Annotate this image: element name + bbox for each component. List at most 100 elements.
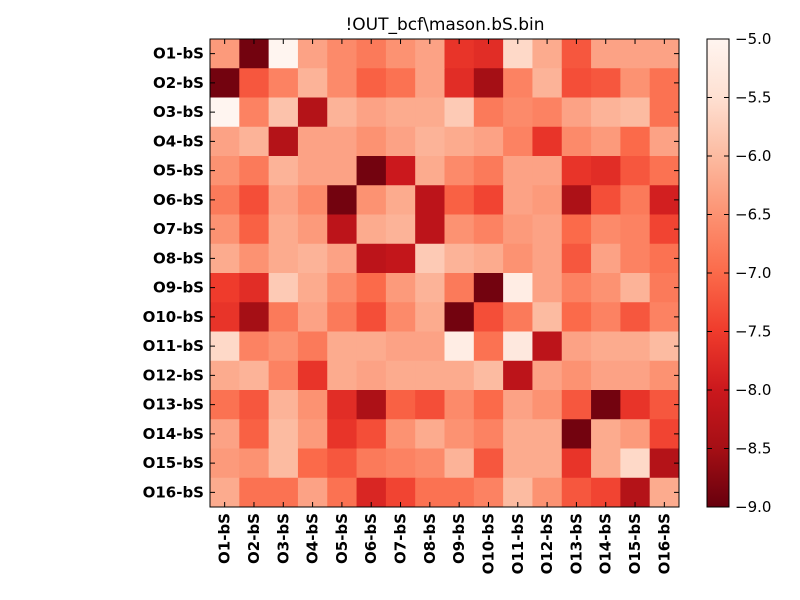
heatmap-cell [268,273,299,303]
y-tick-label: O5-bS [153,162,204,180]
colorbar-tick-label: −5.0 [735,30,771,48]
heatmap-cell [356,68,387,98]
heatmap-cell [503,448,533,479]
heatmap-cell [532,331,563,362]
heatmap-cell [591,243,621,274]
heatmap-cell [620,331,651,362]
heatmap-cell [444,68,475,98]
heatmap-cell [591,302,621,332]
heatmap-cell [444,331,475,362]
heatmap-cell [532,126,563,157]
heatmap-cell [503,243,533,274]
y-tick-label: O11-bS [143,337,204,355]
heatmap-cell [239,185,270,215]
heatmap-cell [385,419,416,449]
heatmap-cell [532,419,563,449]
x-axis: O1-bS O2-bS O3-bS O4-bS O5-bS O6-bS O7-bS O8-bS… [216,39,673,574]
heatmap-cell [385,360,416,391]
heatmap-cell [620,185,651,215]
heatmap-cell [591,68,621,98]
heatmap-cell [561,68,592,98]
heatmap-cell [385,390,416,420]
heatmap-cell [561,156,592,186]
x-tick-label: O1-bS [216,513,234,564]
heatmap-cell [591,185,621,215]
heatmap-cell [561,302,592,332]
heatmap-cell [239,360,270,391]
heatmap-cell [620,126,651,157]
heatmap-cell [473,156,504,186]
heatmap-cell [620,360,651,391]
heatmap-cell [620,243,651,274]
heatmap-cell [385,185,416,215]
heatmap-cell [239,214,270,245]
heatmap-cell [239,243,270,274]
y-tick-label: O3-bS [153,103,204,121]
heatmap-cell [415,185,445,215]
heatmap-cell [444,390,475,420]
heatmap-cell [503,419,533,449]
heatmap-cell [356,419,387,449]
y-tick-label: O12-bS [143,366,204,384]
heatmap-cell [327,273,358,303]
heatmap-cell [356,302,387,332]
heatmap-cell [532,68,563,98]
heatmap-cell [415,126,445,157]
x-tick-label: O5-bS [333,513,351,564]
heatmap-cell [356,331,387,362]
heatmap-cell [327,390,358,420]
heatmap-cell [620,448,651,479]
heatmap-cell [473,390,504,420]
heatmap-cell [268,419,299,449]
y-tick-label: O10-bS [143,308,204,326]
heatmap-cell [503,68,533,98]
heatmap-cell [239,419,270,449]
heatmap-cell [415,331,445,362]
heatmap-cell [239,156,270,186]
x-tick-label: O2-bS [245,513,263,564]
x-tick-label: O14-bS [597,513,615,574]
heatmap-cell [239,302,270,332]
heatmap-cell [415,419,445,449]
heatmap-cell [444,126,475,157]
heatmap-cell [473,302,504,332]
heatmap-cell [268,214,299,245]
heatmap-cell [385,214,416,245]
heatmap-cell [503,126,533,157]
heatmap-cell [591,156,621,186]
heatmap-cell [591,360,621,391]
heatmap-cell [268,97,299,128]
heatmap-cell [444,360,475,391]
heatmap-cell [385,126,416,157]
heatmap-cell [444,419,475,449]
heatmap-cell [444,97,475,128]
heatmap-cell [473,419,504,449]
heatmap-cell [503,360,533,391]
heatmap-cell [620,97,651,128]
heatmap-cell [385,448,416,479]
heatmap-cell [297,243,328,274]
heatmap-cell [532,273,563,303]
heatmap-cell [473,243,504,274]
heatmap-cell [591,273,621,303]
heatmap-cell [297,302,328,332]
heatmap-cell [356,126,387,157]
heatmap-cell [591,390,621,420]
heatmap-cell [297,419,328,449]
heatmap-cell [591,97,621,128]
x-tick-label: O3-bS [274,513,292,564]
heatmap-cell [356,156,387,186]
heatmap-cell [503,214,533,245]
heatmap-cell [297,360,328,391]
heatmap-cell [327,126,358,157]
colorbar-tick-label: −8.0 [735,381,771,399]
heatmap-cell [532,390,563,420]
heatmap-cell [268,448,299,479]
x-tick-label: O10-bS [479,513,497,574]
heatmap-cell [503,331,533,362]
chart-title: !OUT_bcf\mason.bS.bin [345,15,544,35]
heatmap-cell [268,68,299,98]
heatmap-cell [415,243,445,274]
heatmap-cell [327,360,358,391]
